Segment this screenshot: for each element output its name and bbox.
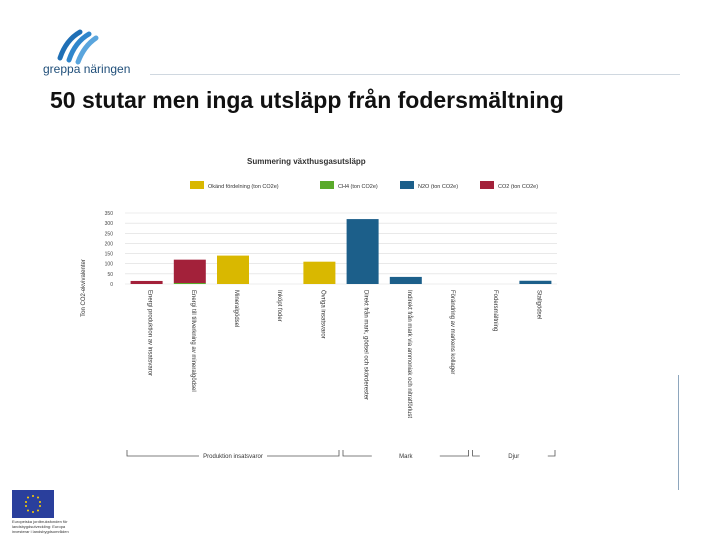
bar-segment: [173, 259, 206, 283]
y-tick-label: 50: [107, 272, 113, 278]
legend-label: CH4 (ton CO2e): [338, 184, 378, 190]
chart-legend: Okänd fördelning (ton CO2e) CH4 (ton CO2e…: [190, 181, 538, 190]
bar-segment: [130, 280, 163, 284]
bar-segment: [389, 276, 422, 284]
legend-swatch: [190, 181, 204, 189]
x-tick-label: Stallgödsel: [535, 290, 541, 319]
x-tick-label: Energi till tillverkning av mineralgödse…: [190, 290, 196, 392]
x-tick-label: Fodersmältning: [492, 290, 498, 331]
y-tick-label: 200: [105, 241, 114, 247]
page-title: 50 stutar men inga utsläpp från fodersmä…: [50, 87, 564, 113]
legend-label: N2O (ton CO2e): [418, 184, 458, 190]
group-label-bg: [371, 452, 440, 460]
bar-segment: [303, 261, 336, 284]
bar-segment: [173, 282, 206, 284]
legend-swatch: [400, 181, 414, 189]
y-tick-label: 350: [105, 211, 114, 217]
emissions-chart: Summering växthusgasutsläpp Okänd fördel…: [81, 157, 557, 460]
x-tick-label: Direkt från mark, gödsel och skördereste…: [363, 290, 370, 400]
bar-segment: [519, 280, 552, 284]
y-tick-label: 0: [110, 282, 113, 288]
legend-label: CO2 (ton CO2e): [498, 184, 538, 190]
group-label: Produktion insatsvaror: [203, 454, 263, 460]
y-tick-label: 150: [105, 252, 114, 258]
x-tick-label: Övriga insatsvaror: [319, 290, 326, 339]
header-divider: [150, 74, 680, 75]
content-divider: [678, 375, 679, 490]
x-tick-label: Förändring av markens kollager: [449, 290, 455, 374]
y-tick-label: 100: [105, 262, 114, 268]
eu-flag: [12, 490, 54, 518]
group-label: Djur: [508, 454, 519, 460]
bar-segment: [346, 219, 379, 284]
legend-swatch: [480, 181, 494, 189]
bar-segment: [217, 255, 249, 284]
x-tick-label: Energi produktion av insatsvaror: [147, 290, 153, 376]
legend-label: Okänd fördelning (ton CO2e): [208, 184, 279, 190]
y-axis-label: Ton CO2-ekvivalenter: [81, 259, 87, 317]
chart-title: Summering växthusgasutsläpp: [247, 157, 366, 166]
y-tick-label: 300: [105, 221, 114, 227]
x-tick-label: Indirekt från mark via ammoniak och nitr…: [406, 290, 413, 418]
greppa-logo: [57, 29, 99, 65]
group-label-bg: [479, 452, 548, 460]
x-tick-label: Mineralgödsel: [233, 290, 239, 327]
y-tick-label: 250: [105, 231, 114, 237]
group-label: Mark: [399, 454, 413, 460]
eu-caption: Europeiska jordbruksfonden för landsbygd…: [12, 519, 69, 534]
legend-swatch: [320, 181, 334, 189]
brand-name: greppa näringen: [43, 62, 131, 76]
x-tick-label: Inköpt foder: [276, 290, 282, 322]
group-label-bg: [199, 452, 267, 460]
